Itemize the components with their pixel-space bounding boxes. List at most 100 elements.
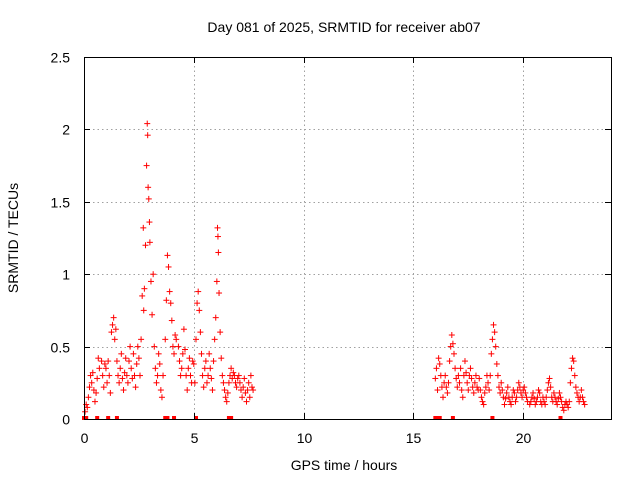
data-point (480, 401, 487, 408)
data-point (225, 379, 232, 386)
data-point (565, 404, 572, 411)
data-point (535, 387, 542, 394)
data-point (448, 332, 455, 339)
data-point (240, 384, 247, 391)
data-point (89, 369, 96, 376)
data-point (146, 239, 153, 246)
data-point (503, 389, 510, 396)
data-point (459, 394, 466, 401)
data-point (119, 375, 126, 382)
data-point (145, 184, 152, 191)
data-point (544, 387, 551, 394)
data-point (476, 375, 483, 382)
data-point (115, 372, 122, 379)
data-point (542, 401, 549, 408)
data-point (474, 384, 481, 391)
data-point (436, 360, 443, 367)
data-point (178, 365, 185, 372)
data-point (184, 387, 191, 394)
data-point (151, 343, 158, 350)
data-point (489, 336, 496, 343)
data-point (82, 408, 89, 415)
data-point (579, 394, 586, 401)
data-point (471, 379, 478, 386)
data-point (135, 355, 142, 362)
data-point (150, 271, 157, 278)
data-point (122, 355, 129, 362)
data-point (116, 379, 123, 386)
data-point (442, 372, 449, 379)
data-point (86, 384, 93, 391)
y-tick-label: 0.5 (51, 340, 71, 356)
data-point (521, 384, 528, 391)
baseline-marker (84, 416, 89, 420)
data-point (190, 360, 197, 367)
x-tick-label: 20 (516, 430, 532, 446)
data-point (157, 387, 164, 394)
data-point (100, 384, 107, 391)
data-point (173, 336, 180, 343)
baseline-marker (106, 416, 111, 420)
data-point (534, 394, 541, 401)
data-point (142, 242, 149, 249)
data-point (176, 358, 183, 365)
data-point (522, 389, 529, 396)
data-point (482, 384, 489, 391)
data-point (140, 224, 147, 231)
data-point (138, 336, 145, 343)
data-point (461, 358, 468, 365)
data-point (486, 387, 493, 394)
x-tick-label: 15 (406, 430, 422, 446)
data-point (93, 389, 100, 396)
data-point (217, 329, 224, 336)
data-point (470, 389, 477, 396)
grid-lines (84, 57, 611, 419)
data-point (175, 343, 182, 350)
baseline-marker (490, 416, 495, 420)
data-point (99, 372, 106, 379)
data-point (162, 336, 169, 343)
data-point (481, 389, 488, 396)
data-point (214, 224, 221, 231)
data-point (467, 365, 474, 372)
data-point (209, 387, 216, 394)
data-point (444, 389, 451, 396)
data-point (102, 365, 109, 372)
data-point (488, 350, 495, 357)
data-point (101, 360, 108, 367)
data-point (96, 365, 103, 372)
y-tick-label: 0 (62, 412, 70, 428)
data-point (201, 365, 208, 372)
data-point (131, 372, 138, 379)
data-point (221, 387, 228, 394)
data-point (463, 369, 470, 376)
data-point (104, 379, 111, 386)
data-point (532, 401, 539, 408)
data-point (472, 372, 479, 379)
data-point (199, 372, 206, 379)
plot-frame (84, 57, 612, 420)
baseline-marker (450, 416, 455, 420)
data-point (218, 355, 225, 362)
data-point (566, 398, 573, 405)
data-point (165, 263, 172, 270)
data-point (85, 394, 92, 401)
data-point (210, 358, 217, 365)
data-point (196, 307, 203, 314)
data-point (139, 292, 146, 299)
y-tick-label: 2 (62, 122, 70, 138)
data-point (250, 387, 257, 394)
data-point (94, 375, 101, 382)
data-point (541, 398, 548, 405)
data-point (487, 372, 494, 379)
data-point (523, 394, 530, 401)
data-point (155, 350, 162, 357)
data-point (152, 365, 159, 372)
data-point (140, 307, 147, 314)
data-point (192, 336, 199, 343)
data-point (113, 358, 120, 365)
baseline-marker (114, 416, 119, 420)
data-point (506, 398, 513, 405)
data-point (504, 384, 511, 391)
data-point (527, 398, 534, 405)
